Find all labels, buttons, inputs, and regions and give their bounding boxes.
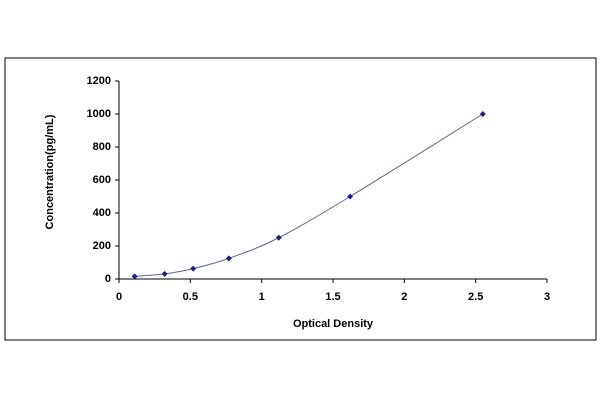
y-tick-label: 0: [105, 273, 111, 285]
data-point: [225, 255, 232, 262]
y-tick-label: 200: [93, 240, 111, 252]
x-tick-label: 0.5: [183, 291, 198, 303]
data-point: [275, 234, 282, 241]
data-point: [161, 270, 168, 277]
data-point: [347, 193, 354, 200]
y-tick-label: 600: [93, 174, 111, 186]
y-tick-label: 800: [93, 141, 111, 153]
fit-curve: [134, 113, 484, 277]
data-point: [479, 111, 486, 117]
x-tick-label: 2.5: [468, 291, 483, 303]
y-tick-label: 1000: [87, 108, 111, 120]
chart-frame: [4, 57, 597, 341]
x-tick-label: 2: [401, 291, 407, 303]
x-tick-label: 0: [116, 291, 122, 303]
data-point: [131, 273, 138, 280]
x-tick-label: 1.5: [325, 291, 340, 303]
y-tick-label: 400: [93, 207, 111, 219]
x-axis-label: Optical Density: [293, 318, 374, 330]
x-tick-label: 1: [259, 291, 265, 303]
data-point: [190, 265, 197, 272]
y-tick-label: 1200: [87, 75, 111, 87]
y-axis-label: Concentration(pg/mL): [44, 114, 56, 229]
x-tick-label: 3: [544, 291, 550, 303]
